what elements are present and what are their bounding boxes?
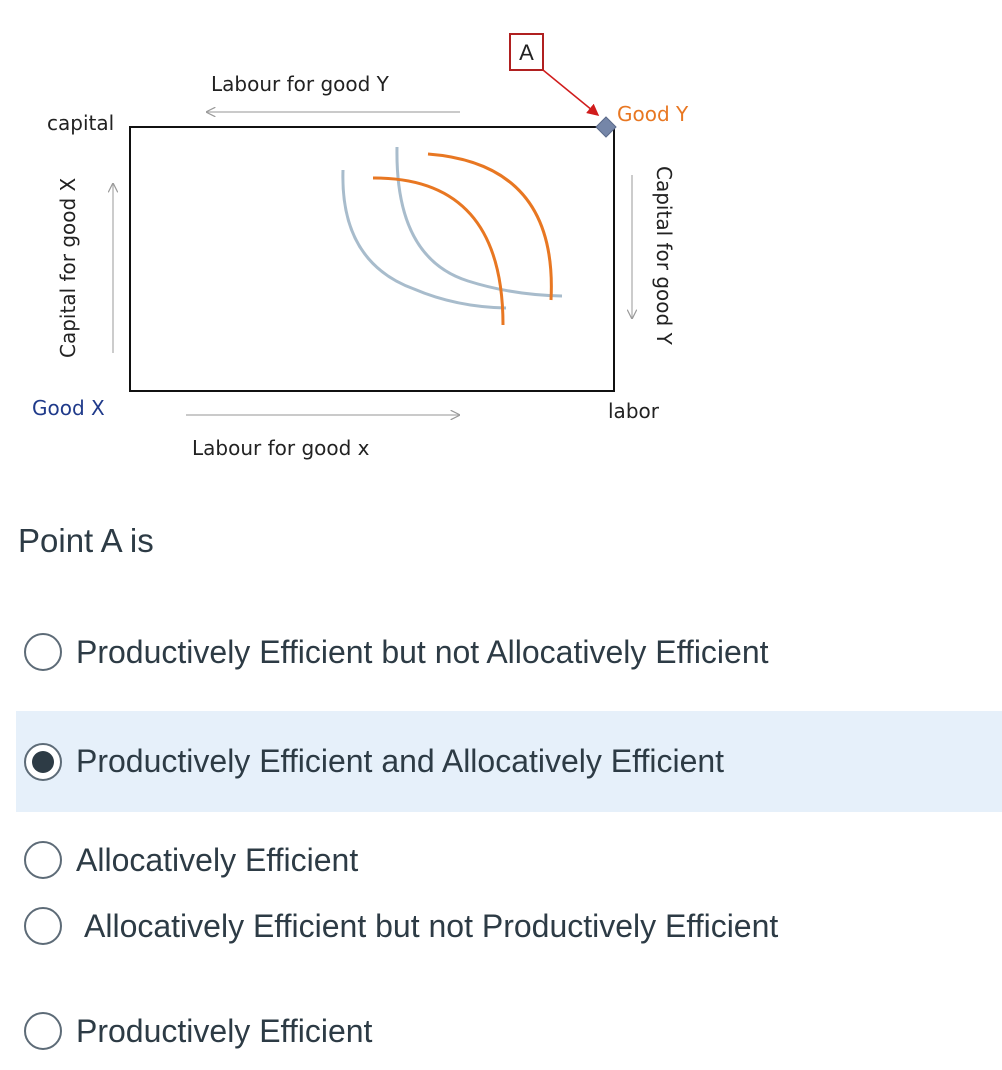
answer-label: Productively Efficient but not Allocativ… xyxy=(76,633,769,670)
labour-x-label: Labour for good x xyxy=(192,436,370,460)
edgeworth-box xyxy=(129,126,615,392)
answer-label: Productively Efficient and Allocatively … xyxy=(76,743,725,779)
answer-option-2[interactable]: Productively Efficient and Allocatively … xyxy=(16,711,1002,812)
radio-button-selected[interactable] xyxy=(24,742,62,781)
radio-button[interactable] xyxy=(24,633,62,671)
answer-option-1[interactable]: Productively Efficient but not Allocativ… xyxy=(0,630,1002,674)
edgeworth-box-diagram: A Labour for good Y Labour for good x ca… xyxy=(32,33,689,460)
labor-label: labor xyxy=(608,399,660,423)
labour-y-label: Labour for good Y xyxy=(211,72,390,96)
orange-indifference-curve-2 xyxy=(372,176,505,326)
point-a-pointer xyxy=(542,69,600,116)
good-x-label: Good X xyxy=(32,396,105,420)
point-a-marker xyxy=(595,116,617,138)
capital-label: capital xyxy=(47,111,114,135)
blue-indifference-curve-2 xyxy=(395,146,563,298)
radio-button[interactable] xyxy=(24,907,62,945)
answer-label: Allocatively Efficient but not Productiv… xyxy=(84,907,779,944)
answer-option-3[interactable]: Allocatively Efficient xyxy=(0,838,1002,882)
answer-label: Allocatively Efficient xyxy=(76,841,359,878)
point-a-box xyxy=(509,33,544,71)
point-a-label: A xyxy=(519,40,534,65)
answer-option-5[interactable]: Productively Efficient xyxy=(0,1009,1002,1053)
capital-x-label: Capital for good X xyxy=(56,177,80,358)
blue-indifference-curve-1 xyxy=(341,169,507,310)
orange-indifference-curve-1 xyxy=(427,152,553,301)
good-y-label: Good Y xyxy=(617,102,689,126)
question-text: Point A is xyxy=(18,522,154,559)
answer-option-4[interactable]: Allocatively Efficient but not Productiv… xyxy=(0,904,1002,948)
answer-label: Productively Efficient xyxy=(76,1012,373,1049)
radio-button[interactable] xyxy=(24,841,62,879)
radio-button[interactable] xyxy=(24,1012,62,1050)
capital-y-label: Capital for good Y xyxy=(652,166,676,346)
